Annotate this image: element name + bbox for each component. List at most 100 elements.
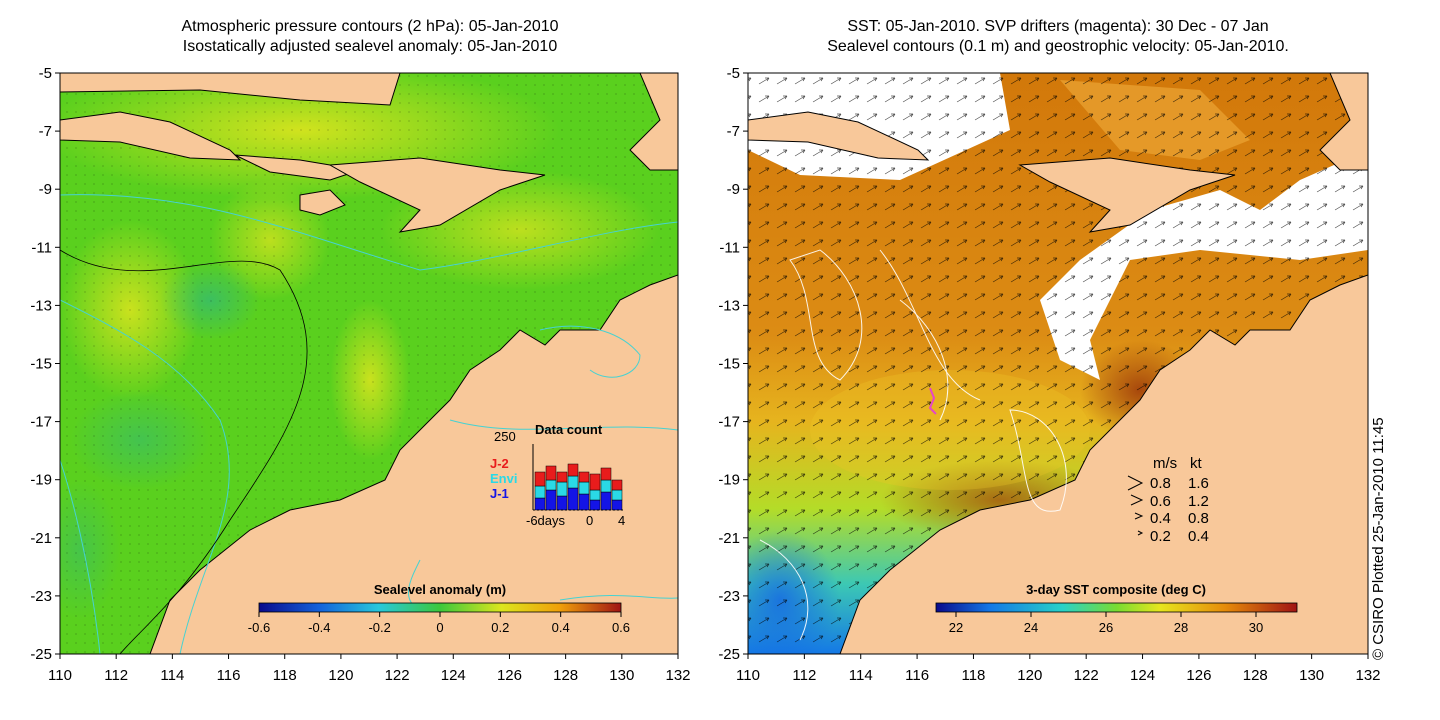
right-xtick-label: 118: [961, 667, 985, 684]
data-count-bar: [556, 471, 568, 483]
left-xtick-label: 110: [48, 667, 72, 684]
velocity-legend: m/s kt 0.8 1.6 0.6 1.2 0.4 0.8 0.2 0.4: [1127, 455, 1209, 545]
sla-colorbar-ramp: [258, 602, 622, 613]
sst-colorbar-label: 3-day SST composite (deg C): [1026, 582, 1206, 597]
velocity-legend-ms-header: m/s: [1153, 455, 1177, 472]
right-ytick-label: -17: [718, 414, 740, 431]
sst-colorbar-tick-label: 24: [1024, 620, 1038, 635]
velocity-row3-kt: 0.8: [1188, 510, 1209, 527]
sst-colorbar-tick-label: 28: [1174, 620, 1188, 635]
left-xtick-label: 132: [665, 667, 690, 684]
right-xtick-label: 112: [792, 667, 816, 684]
left-ytick-label: -5: [39, 65, 52, 82]
sst-colorbar-tick-label: 30: [1249, 620, 1263, 635]
right-xtick-label: 122: [1074, 667, 1099, 684]
lesser-sunda-islands: [234, 154, 361, 181]
left-xtick-label: 116: [217, 667, 241, 684]
data-count-bar: [545, 479, 557, 491]
left-ytick-label: -13: [30, 297, 52, 314]
data-count-bar: [556, 495, 568, 511]
data-count-bar: [600, 467, 612, 481]
right-map-title: SST: 05-Jan-2010. SVP drifters (magenta)…: [748, 17, 1368, 57]
legend-envi: Envi: [490, 471, 517, 486]
australia-land-right: [839, 274, 1368, 654]
sst-colorbar-tick-label: 26: [1099, 620, 1113, 635]
right-ytick-label: -23: [718, 588, 740, 605]
data-count-bar: [534, 485, 546, 499]
data-count-ymax: 250: [494, 429, 516, 444]
left-xtick-label: 124: [441, 667, 466, 684]
velocity-row1-kt: 1.6: [1188, 475, 1209, 492]
left-ytick-label: -11: [31, 239, 52, 256]
sla-colorbar-tick-label: 0.4: [552, 620, 570, 635]
data-count-bar: [567, 475, 579, 489]
velocity-row2-ms: 0.6: [1150, 493, 1171, 510]
csiro-credit: © CSIRO Plotted 25-Jan-2010 11:45: [1370, 417, 1387, 660]
data-count-x-start: -6days: [526, 513, 566, 528]
left-xtick-label: 122: [385, 667, 410, 684]
sst-colorbar: 3-day SST composite (deg C) 22 24 26 28 30: [935, 582, 1298, 635]
timor-island-right: [1018, 157, 1236, 233]
left-ytick-label: -9: [39, 181, 52, 198]
java-island: [60, 111, 242, 161]
data-count-bar: [567, 487, 579, 511]
left-ytick-label: -7: [39, 123, 52, 140]
data-count-bar: [534, 497, 546, 511]
right-ytick-label: -19: [718, 472, 740, 489]
right-xtick-label: 128: [1243, 667, 1268, 684]
data-count-bar: [611, 489, 623, 501]
sla-colorbar-tick-label: -0.6: [248, 620, 270, 635]
left-map-title: Atmospheric pressure contours (2 hPa): 0…: [60, 17, 680, 57]
velocity-row4-ms: 0.2: [1150, 528, 1171, 545]
data-count-bar: [611, 499, 623, 511]
sla-colorbar-tick-label: 0.2: [491, 620, 509, 635]
velocity-row3-ms: 0.4: [1150, 510, 1171, 527]
left-ytick-label: -25: [30, 646, 52, 663]
timor-island: [328, 157, 546, 233]
left-xtick-label: 126: [497, 667, 522, 684]
left-title-line2: Isostatically adjusted sealevel anomaly:…: [182, 38, 558, 55]
data-count-bar: [556, 481, 568, 497]
data-count-bar: [611, 479, 623, 491]
right-xtick-label: 114: [849, 667, 873, 684]
bathymetry-line: [60, 249, 308, 654]
left-xtick-label: 128: [553, 667, 578, 684]
left-map-axes: -5 -7 -9 -11 -13 -15 -17 -19 -21 -23 -25 110 112 114 1…: [30, 65, 690, 684]
data-count-bar: [578, 471, 590, 483]
left-xtick-label: 120: [328, 667, 353, 684]
left-ytick-label: -19: [30, 472, 52, 489]
right-xtick-label: 126: [1186, 667, 1211, 684]
right-xtick-label: 120: [1017, 667, 1042, 684]
left-ytick-label: -17: [30, 414, 52, 431]
data-count-bar: [600, 491, 612, 511]
data-count-x-zero: 0: [586, 513, 593, 528]
sst-colorbar-tick-label: 22: [949, 620, 963, 635]
right-ytick-label: -11: [719, 239, 740, 256]
right-xtick-label: 110: [736, 667, 760, 684]
right-ytick-label: -15: [718, 356, 740, 373]
left-title-line1: Atmospheric pressure contours (2 hPa): 0…: [181, 18, 559, 35]
data-count-x-end: 4: [618, 513, 625, 528]
data-count-bar: [578, 493, 590, 511]
data-count-inset: Data count 250 J-2 Envi J-1 -6days 0 4: [490, 422, 625, 528]
left-xtick-label: 130: [609, 667, 634, 684]
left-ytick-label: -15: [30, 356, 52, 373]
left-xtick-label: 118: [273, 667, 297, 684]
left-ytick-label: -21: [30, 530, 52, 547]
data-count-bar: [600, 479, 612, 493]
sst-colorbar-ramp: [935, 602, 1298, 613]
sla-colorbar-label: Sealevel anomaly (m): [374, 582, 506, 597]
velocity-legend-kt-header: kt: [1190, 455, 1203, 472]
sla-colorbar-tick-label: 0.6: [612, 620, 630, 635]
east-islands-right: [1319, 73, 1368, 171]
data-count-bar: [545, 489, 557, 511]
data-count-bar: [534, 471, 546, 487]
east-islands: [629, 73, 678, 171]
legend-j2: J-2: [490, 456, 509, 471]
data-count-bars: [534, 463, 623, 511]
sla-colorbar-tick-label: 0: [436, 620, 443, 635]
right-ytick-label: -25: [718, 646, 740, 663]
data-count-bar: [589, 499, 601, 511]
data-count-bar: [578, 481, 590, 495]
